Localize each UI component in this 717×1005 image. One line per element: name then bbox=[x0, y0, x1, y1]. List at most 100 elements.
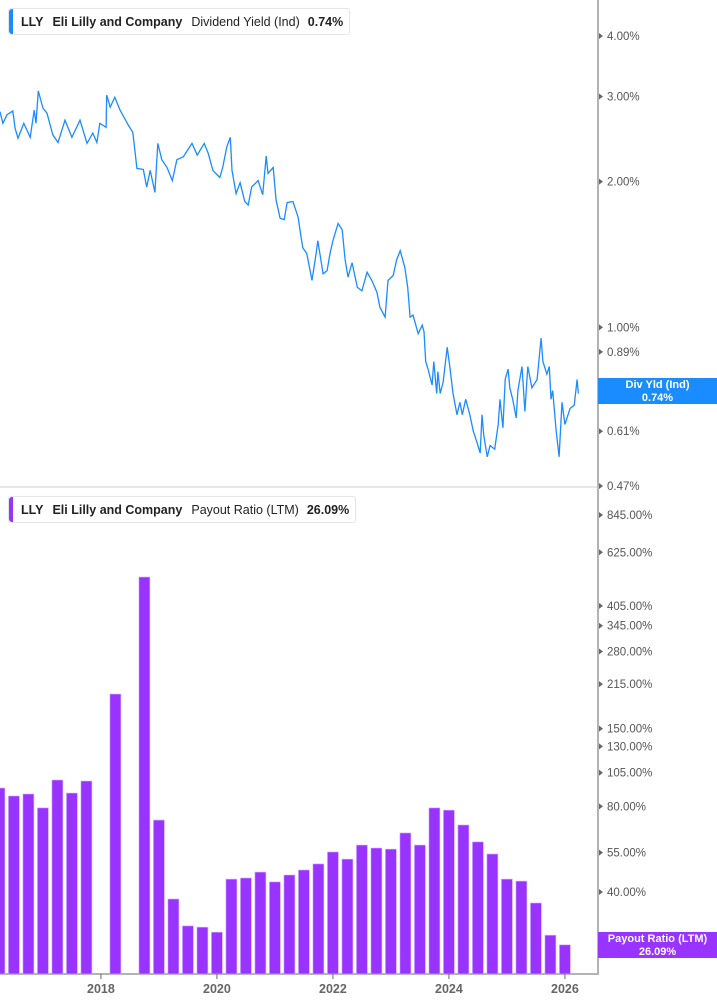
legend-metric: Dividend Yield (Ind) bbox=[191, 14, 300, 29]
y-tick-label: 625.00% bbox=[607, 547, 652, 559]
y-tick-mark bbox=[599, 769, 603, 776]
payout-bar[interactable] bbox=[240, 877, 252, 975]
y-tick-mark bbox=[599, 549, 603, 556]
y-tick-label: 215.00% bbox=[607, 679, 652, 691]
payout-bar[interactable] bbox=[327, 851, 339, 975]
x-tick-label: 2026 bbox=[551, 982, 579, 996]
y-tick-mark bbox=[599, 681, 603, 688]
legend-value: 26.09% bbox=[306, 502, 350, 517]
payout-bar[interactable] bbox=[428, 807, 441, 975]
payout-bar[interactable] bbox=[196, 926, 209, 975]
y-tick-mark bbox=[599, 178, 603, 185]
y-tick-mark bbox=[599, 803, 603, 810]
x-tick-label: 2018 bbox=[87, 982, 115, 996]
payout-bar[interactable] bbox=[356, 844, 368, 975]
payout-bar[interactable] bbox=[385, 848, 397, 975]
y-tick-label: 55.00% bbox=[607, 848, 646, 860]
payout-bar[interactable] bbox=[80, 780, 93, 975]
legend-value: 0.74% bbox=[307, 14, 344, 29]
x-tick-label: 2020 bbox=[203, 982, 231, 996]
y-tick-label: 2.00% bbox=[607, 177, 640, 189]
payout-bar[interactable] bbox=[22, 793, 35, 975]
legend-company: Eli Lilly and Company bbox=[52, 14, 183, 29]
payout-bar[interactable] bbox=[167, 898, 180, 975]
legend-ticker: LLY bbox=[21, 14, 44, 29]
payout-bar[interactable] bbox=[254, 871, 267, 975]
y-tick-label: 3.00% bbox=[607, 91, 640, 103]
y-tick-label: 4.00% bbox=[607, 31, 640, 43]
yield-color-swatch bbox=[9, 9, 13, 34]
payout-bar[interactable] bbox=[283, 874, 296, 975]
y-tick-mark bbox=[599, 648, 603, 655]
yield-last-value-tag: Div Yld (Ind) 0.74% bbox=[598, 378, 717, 404]
tag-value: 0.74% bbox=[641, 391, 674, 404]
y-tick-mark bbox=[599, 743, 603, 750]
payout-bar[interactable] bbox=[370, 847, 383, 975]
payout-bar[interactable] bbox=[486, 853, 499, 975]
payout-bar[interactable] bbox=[443, 809, 455, 975]
y-tick-label: 130.00% bbox=[607, 741, 652, 753]
payout-bar[interactable] bbox=[0, 787, 6, 975]
y-tick-label: 0.61% bbox=[607, 426, 640, 438]
payout-bar[interactable] bbox=[298, 869, 310, 975]
y-tick-label: 345.00% bbox=[607, 621, 652, 633]
payout-legend[interactable]: LLY Eli Lilly and Company Payout Ratio (… bbox=[8, 496, 357, 523]
tag-label: Payout Ratio (LTM) bbox=[607, 933, 708, 945]
payout-bar[interactable] bbox=[559, 944, 571, 975]
payout-bar[interactable] bbox=[515, 880, 528, 975]
payout-bar[interactable] bbox=[109, 693, 122, 975]
payout-bar[interactable] bbox=[37, 807, 49, 975]
y-tick-mark bbox=[599, 348, 603, 355]
payout-bar[interactable] bbox=[501, 878, 513, 975]
payout-bar[interactable] bbox=[312, 863, 325, 975]
y-tick-label: 280.00% bbox=[607, 647, 652, 659]
yield-legend[interactable]: LLY Eli Lilly and Company Dividend Yield… bbox=[8, 8, 351, 35]
payout-bar[interactable] bbox=[269, 881, 281, 975]
y-tick-label: 0.47% bbox=[607, 481, 640, 493]
payout-bar[interactable] bbox=[414, 844, 426, 975]
payout-bar[interactable] bbox=[138, 576, 151, 975]
payout-bar[interactable] bbox=[182, 925, 194, 975]
yield-y-axis[interactable]: 4.00%3.00%2.00%1.00%0.89%0.75%0.61%0.47% bbox=[599, 31, 640, 493]
legend-ticker: LLY bbox=[21, 502, 44, 517]
y-tick-mark bbox=[599, 324, 603, 331]
y-tick-mark bbox=[599, 889, 603, 895]
payout-color-swatch bbox=[9, 497, 13, 522]
legend-company: Eli Lilly and Company bbox=[52, 502, 183, 517]
y-tick-mark bbox=[599, 93, 603, 100]
payout-bar[interactable] bbox=[211, 931, 223, 975]
payout-bars bbox=[0, 576, 571, 975]
y-tick-label: 405.00% bbox=[607, 601, 652, 613]
y-tick-label: 1.00% bbox=[607, 322, 640, 334]
payout-bar[interactable] bbox=[544, 934, 557, 975]
payout-bar[interactable] bbox=[530, 902, 542, 975]
payout-bar[interactable] bbox=[8, 795, 20, 975]
payout-last-value-tag: Payout Ratio (LTM) 26.09% bbox=[598, 932, 717, 958]
tag-label: Div Yld (Ind) bbox=[625, 379, 690, 391]
y-tick-label: 80.00% bbox=[607, 801, 646, 813]
y-tick-label: 0.89% bbox=[607, 347, 640, 359]
y-tick-mark bbox=[599, 602, 603, 609]
yield-line bbox=[0, 90, 579, 457]
x-axis[interactable]: 2018 2020 2022 2024 2026 bbox=[87, 974, 579, 996]
payout-bar[interactable] bbox=[457, 824, 470, 975]
payout-bar[interactable] bbox=[66, 792, 78, 975]
payout-bar[interactable] bbox=[153, 819, 165, 975]
y-tick-mark bbox=[599, 849, 603, 856]
x-tick-label: 2024 bbox=[435, 982, 463, 996]
y-tick-label: 150.00% bbox=[607, 724, 652, 736]
payout-bar[interactable] bbox=[51, 779, 64, 975]
payout-bar[interactable] bbox=[399, 832, 412, 975]
y-tick-mark bbox=[599, 428, 603, 435]
y-tick-mark bbox=[599, 483, 603, 489]
y-tick-label: 40.00% bbox=[607, 887, 646, 899]
legend-metric: Payout Ratio (LTM) bbox=[191, 502, 299, 517]
payout-bar[interactable] bbox=[341, 858, 354, 975]
payout-bar[interactable] bbox=[225, 878, 238, 975]
x-tick-label: 2022 bbox=[319, 982, 347, 996]
y-tick-mark bbox=[599, 512, 603, 518]
payout-bar[interactable] bbox=[472, 841, 484, 975]
y-tick-mark bbox=[599, 622, 603, 629]
payout-y-axis[interactable]: 845.00% 625.00% 405.00% 345.00% 280.00% 215.0… bbox=[599, 510, 652, 957]
